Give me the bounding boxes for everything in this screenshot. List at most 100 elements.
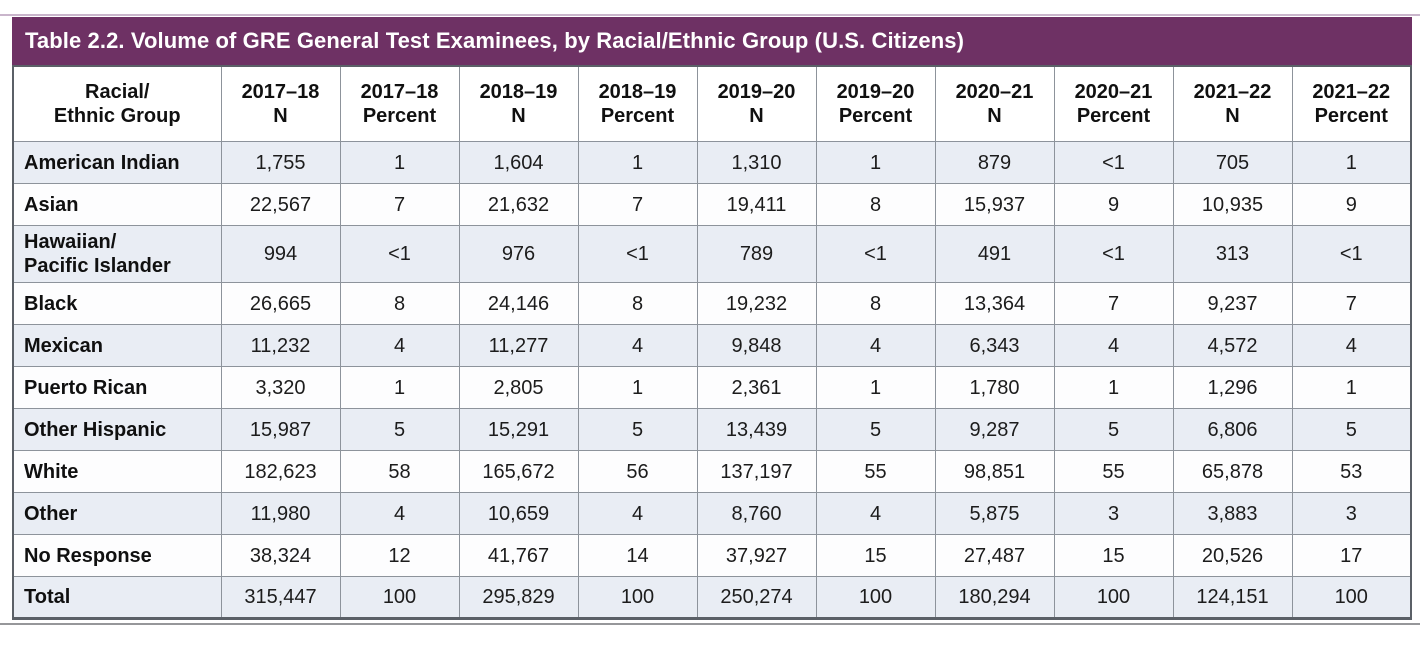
table-cell: 8,760 xyxy=(696,492,817,535)
table-cell: <1 xyxy=(1053,225,1174,283)
table-cell: 17 xyxy=(1291,534,1412,577)
table-cell: 13,364 xyxy=(934,282,1055,325)
table-cell: 11,980 xyxy=(220,492,341,535)
table-cell: 4,572 xyxy=(1172,324,1293,367)
table-cell: 491 xyxy=(934,225,1055,283)
table-cell: <1 xyxy=(1291,225,1412,283)
column-header-2017-18-n: 2017–18 N xyxy=(220,65,341,142)
table-cell: <1 xyxy=(1053,141,1174,184)
table-cell: 15,987 xyxy=(220,408,341,451)
table-cell: 7 xyxy=(339,183,460,226)
table-cell: 4 xyxy=(815,492,936,535)
row-label: No Response xyxy=(12,534,222,577)
table-cell: 1 xyxy=(1291,141,1412,184)
table-cell: 4 xyxy=(339,492,460,535)
table-title-bar: Table 2.2. Volume of GRE General Test Ex… xyxy=(12,17,1412,65)
table-cell: 22,567 xyxy=(220,183,341,226)
top-divider-line xyxy=(0,14,1420,16)
table-cell: 100 xyxy=(1053,576,1174,619)
column-header-2021-22-percent: 2021–22 Percent xyxy=(1291,65,1412,142)
table-cell: 7 xyxy=(1291,282,1412,325)
table-cell: 1 xyxy=(1291,366,1412,409)
table-row: Other Hispanic 15,987 5 15,291 5 13,439 5 9,287… xyxy=(12,408,1412,451)
table-cell: 38,324 xyxy=(220,534,341,577)
row-label: Hawaiian/ Pacific Islander xyxy=(12,225,222,283)
table-cell: 15 xyxy=(815,534,936,577)
table-cell: 994 xyxy=(220,225,341,283)
table-cell: 4 xyxy=(577,492,698,535)
table-cell: 37,927 xyxy=(696,534,817,577)
column-header-2019-20-n: 2019–20 N xyxy=(696,65,817,142)
table-cell: 1 xyxy=(815,141,936,184)
table-cell: 8 xyxy=(339,282,460,325)
table-cell: 21,632 xyxy=(458,183,579,226)
column-header-2019-20-percent: 2019–20 Percent xyxy=(815,65,936,142)
table-cell: 180,294 xyxy=(934,576,1055,619)
table-row: Asian 22,567 7 21,632 7 19,411 8 15,937 9 10,935 9 xyxy=(12,183,1412,226)
table-cell: 9 xyxy=(1291,183,1412,226)
table-row: White 182,623 58 165,672 56 137,197 55 98,851 55… xyxy=(12,450,1412,493)
column-header-2021-22-n: 2021–22 N xyxy=(1172,65,1293,142)
table-cell: 1,780 xyxy=(934,366,1055,409)
table-cell: 14 xyxy=(577,534,698,577)
table-row: Puerto Rican 3,320 1 2,805 1 2,361 1 1,780 1 1,29… xyxy=(12,366,1412,409)
table-cell: 15 xyxy=(1053,534,1174,577)
table-cell: 1 xyxy=(577,141,698,184)
table-cell: 55 xyxy=(815,450,936,493)
row-label: Other Hispanic xyxy=(12,408,222,451)
table-cell: 1,296 xyxy=(1172,366,1293,409)
table-cell: 3,320 xyxy=(220,366,341,409)
table-cell: 879 xyxy=(934,141,1055,184)
row-label: Mexican xyxy=(12,324,222,367)
table-cell: 19,411 xyxy=(696,183,817,226)
bottom-divider-line xyxy=(0,623,1420,625)
table-cell: 7 xyxy=(577,183,698,226)
column-header-2018-19-percent: 2018–19 Percent xyxy=(577,65,698,142)
row-label: Total xyxy=(12,576,222,619)
table-cell: 6,806 xyxy=(1172,408,1293,451)
table-cell: 5 xyxy=(815,408,936,451)
table-row: Black 26,665 8 24,146 8 19,232 8 13,364 7 9,237 7 xyxy=(12,282,1412,325)
table-cell: 124,151 xyxy=(1172,576,1293,619)
row-label: Black xyxy=(12,282,222,325)
table-cell: 5 xyxy=(577,408,698,451)
table-cell: 10,659 xyxy=(458,492,579,535)
table-cell: 15,937 xyxy=(934,183,1055,226)
table-row: No Response 38,324 12 41,767 14 37,927 15 27,48… xyxy=(12,534,1412,577)
table-cell: 20,526 xyxy=(1172,534,1293,577)
table-cell: 100 xyxy=(815,576,936,619)
table-cell: 1,310 xyxy=(696,141,817,184)
table-cell: 58 xyxy=(339,450,460,493)
table-cell: 19,232 xyxy=(696,282,817,325)
table-title: Table 2.2. Volume of GRE General Test Ex… xyxy=(25,28,965,53)
table-cell: 1,604 xyxy=(458,141,579,184)
table-cell: 4 xyxy=(577,324,698,367)
table-row: Mexican 11,232 4 11,277 4 9,848 4 6,343 4 4,572 4 xyxy=(12,324,1412,367)
table-cell: 100 xyxy=(339,576,460,619)
table-row: American Indian 1,755 1 1,604 1 1,310 1 879 <1 70… xyxy=(12,141,1412,184)
table-cell: 5 xyxy=(1053,408,1174,451)
table-cell: 10,935 xyxy=(1172,183,1293,226)
table-cell: 2,805 xyxy=(458,366,579,409)
table-body: American Indian 1,755 1 1,604 1 1,310 1 879 <1 70… xyxy=(12,141,1412,619)
table-cell: 8 xyxy=(815,282,936,325)
table-cell: 9,237 xyxy=(1172,282,1293,325)
column-header-2018-19-n: 2018–19 N xyxy=(458,65,579,142)
header-row: Racial/ Ethnic Group 2017–18 N 2017–18 P… xyxy=(12,65,1412,142)
table-row: Hawaiian/ Pacific Islander 994 <1 976 <1 789 <… xyxy=(12,225,1412,283)
row-label: White xyxy=(12,450,222,493)
table-cell: 1 xyxy=(339,141,460,184)
table-cell: 100 xyxy=(577,576,698,619)
table-cell: 8 xyxy=(815,183,936,226)
table-cell: 4 xyxy=(339,324,460,367)
report-page: Table 2.2. Volume of GRE General Test Ex… xyxy=(0,14,1420,625)
row-label: Other xyxy=(12,492,222,535)
table-cell: 8 xyxy=(577,282,698,325)
table-cell: 56 xyxy=(577,450,698,493)
table-cell: <1 xyxy=(339,225,460,283)
column-header-2017-18-percent: 2017–18 Percent xyxy=(339,65,460,142)
table-cell: <1 xyxy=(815,225,936,283)
table-cell: 1 xyxy=(815,366,936,409)
table-cell: 182,623 xyxy=(220,450,341,493)
row-label: Puerto Rican xyxy=(12,366,222,409)
